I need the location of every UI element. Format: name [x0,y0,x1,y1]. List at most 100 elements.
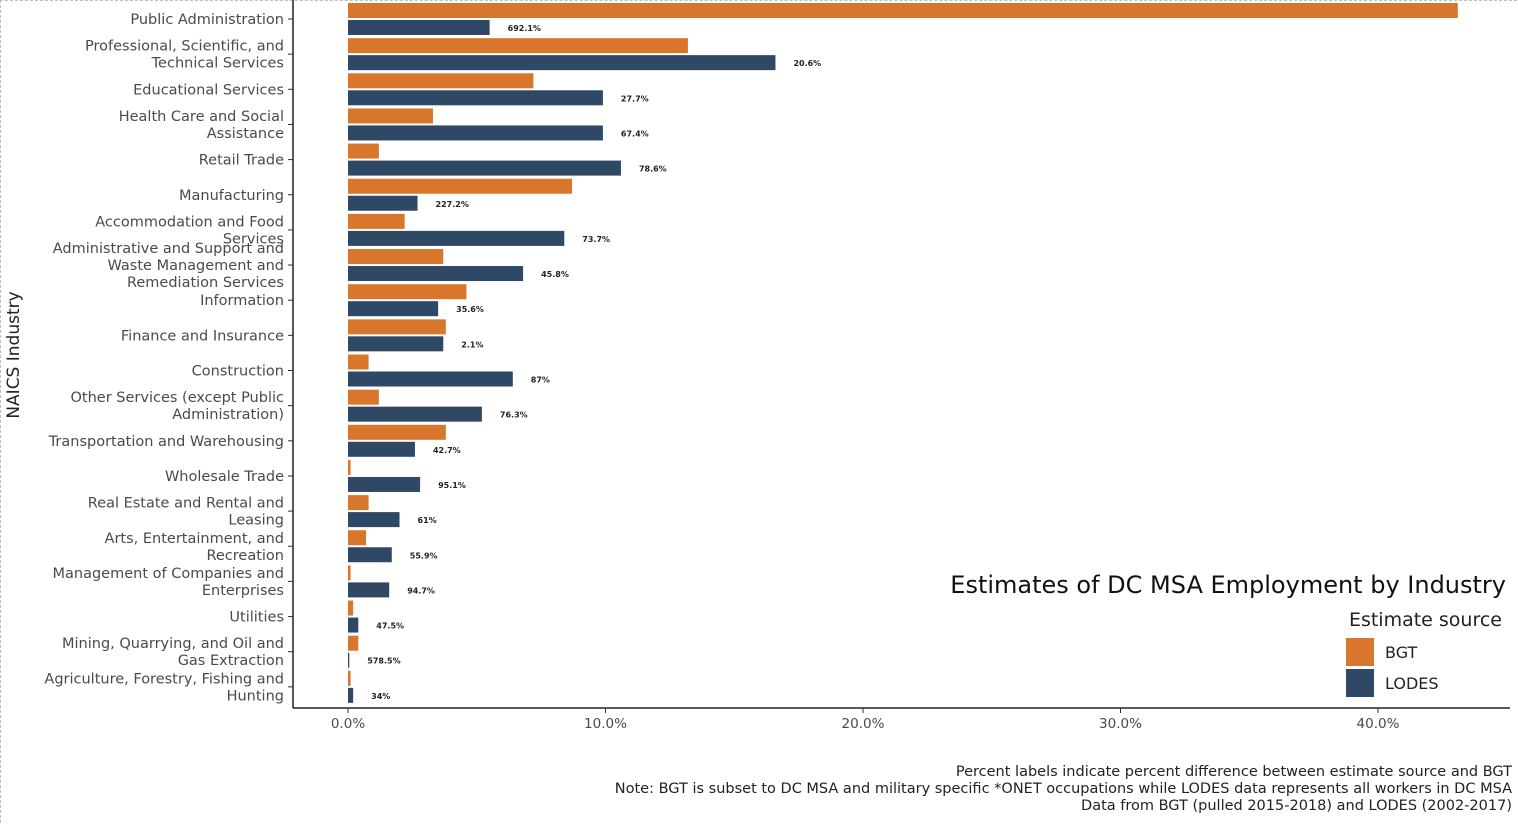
bar-lodes-2 [348,90,603,106]
bar-lodes-8 [348,301,439,317]
bar-bgt-19 [348,670,351,686]
bar-lodes-11 [348,406,482,422]
legend-title: Estimate source [1349,609,1502,631]
bar-bgt-1 [348,38,688,54]
percent-label-11: 76.3% [500,411,528,420]
category-label-15-1: Recreation [206,548,284,564]
bar-lodes-6 [348,230,565,246]
category-label-18-0: Mining, Quarrying, and Oil and [62,636,284,652]
percent-label-2: 27.7% [621,94,649,103]
category-label-10-0: Construction [192,364,284,380]
bar-lodes-9 [348,336,444,352]
bar-bgt-8 [348,284,467,300]
category-label-3-1: Assistance [207,126,284,142]
percent-label-6: 73.7% [582,235,610,244]
percent-label-9: 2.1% [461,340,483,349]
percent-label-14: 61% [418,516,437,525]
legend-swatch-lodes [1346,669,1374,697]
bar-bgt-17 [348,600,354,616]
category-label-3-0: Health Care and Social [119,109,284,125]
category-label-17-0: Utilities [229,610,284,626]
category-label-4-0: Retail Trade [199,153,284,169]
x-tick-label-4: 40.0% [1357,716,1400,732]
bar-lodes-17 [348,617,359,633]
bar-bgt-7 [348,249,444,265]
percent-label-8: 35.6% [456,305,484,314]
bar-lodes-3 [348,125,603,141]
percent-label-1: 20.6% [793,59,821,68]
bar-bgt-5 [348,178,573,194]
category-label-6-1: Services [223,231,284,247]
percent-label-10: 87% [531,376,550,385]
category-label-7-0: Administrative and Support and [53,241,284,257]
bars-group [348,3,1458,703]
bar-lodes-0 [348,20,490,35]
category-label-5-0: Manufacturing [179,188,284,204]
category-label-1-1: Technical Services [151,56,284,72]
bar-bgt-9 [348,319,446,335]
chart-notes: Percent labels indicate percent differen… [615,764,1512,814]
axes [288,0,1510,709]
legend-label-lodes: LODES [1385,674,1439,693]
category-label-13-0: Wholesale Trade [165,469,284,485]
note-line-2: Data from BGT (pulled 2015-2018) and LOD… [1081,798,1512,814]
x-tick-label-3: 30.0% [1099,716,1142,732]
category-label-7-2: Remediation Services [127,275,284,291]
bar-bgt-15 [348,530,367,546]
category-label-14-0: Real Estate and Rental and [88,496,284,512]
percent-label-15: 55.9% [410,551,438,560]
chart-title: Estimates of DC MSA Employment by Indust… [950,571,1506,599]
bar-bgt-4 [348,143,379,159]
bar-lodes-4 [348,160,621,176]
category-label-19-0: Agriculture, Forestry, Fishing and [44,671,284,687]
bar-lodes-7 [348,266,524,282]
bar-bgt-0 [348,3,1458,18]
note-line-1: Note: BGT is subset to DC MSA and milita… [615,781,1512,797]
category-label-8-0: Information [200,293,284,309]
category-label-7-1: Waste Management and [108,258,284,274]
bar-lodes-5 [348,195,418,211]
legend-swatch-bgt [1346,638,1374,666]
bar-bgt-3 [348,108,433,124]
percent-label-5: 227.2% [436,200,469,209]
bar-bgt-13 [348,459,351,475]
bar-lodes-15 [348,547,392,563]
bar-lodes-18 [348,652,350,668]
category-labels: Public Administration Professional, Scien… [44,12,284,704]
bar-bgt-18 [348,635,359,651]
category-label-0-0: Public Administration [130,12,284,28]
bar-lodes-10 [348,371,513,387]
bar-bgt-12 [348,424,446,440]
category-label-15-0: Arts, Entertainment, and [105,531,284,547]
percent-label-7: 45.8% [541,270,569,279]
bar-bgt-6 [348,213,405,229]
category-label-14-1: Leasing [228,513,284,529]
legend-label-bgt: BGT [1385,643,1418,662]
note-line-0: Percent labels indicate percent differen… [956,764,1512,780]
category-label-2-0: Educational Services [133,82,284,98]
percent-label-0: 692.1% [508,24,541,33]
bar-lodes-1 [348,55,776,71]
category-label-16-1: Enterprises [202,583,284,599]
bar-lodes-19 [348,687,354,703]
percent-labels: 692.1% 20.6% 27.7% 67.4% 78.6% 227.2% 73.7% 45.… [367,24,821,701]
category-label-16-0: Management of Companies and [52,566,284,582]
x-axis-ticks: 0.0% 10.0% 20.0% 30.0% 40.0% [331,708,1400,732]
percent-label-19: 34% [371,692,390,701]
bar-bgt-10 [348,354,369,370]
category-label-12-0: Transportation and Warehousing [48,434,284,450]
percent-label-12: 42.7% [433,446,461,455]
bar-bgt-16 [348,565,351,581]
category-label-6-0: Accommodation and Food [95,214,284,230]
percent-label-3: 67.4% [621,129,649,138]
percent-label-17: 47.5% [376,622,404,631]
bar-bgt-2 [348,73,534,89]
bar-bgt-14 [348,495,369,511]
percent-label-16: 94.7% [407,586,435,595]
category-label-1-0: Professional, Scientific, and [85,39,284,55]
bar-lodes-16 [348,582,390,598]
percent-label-18: 578.5% [367,657,400,666]
category-label-19-1: Hunting [227,688,284,704]
